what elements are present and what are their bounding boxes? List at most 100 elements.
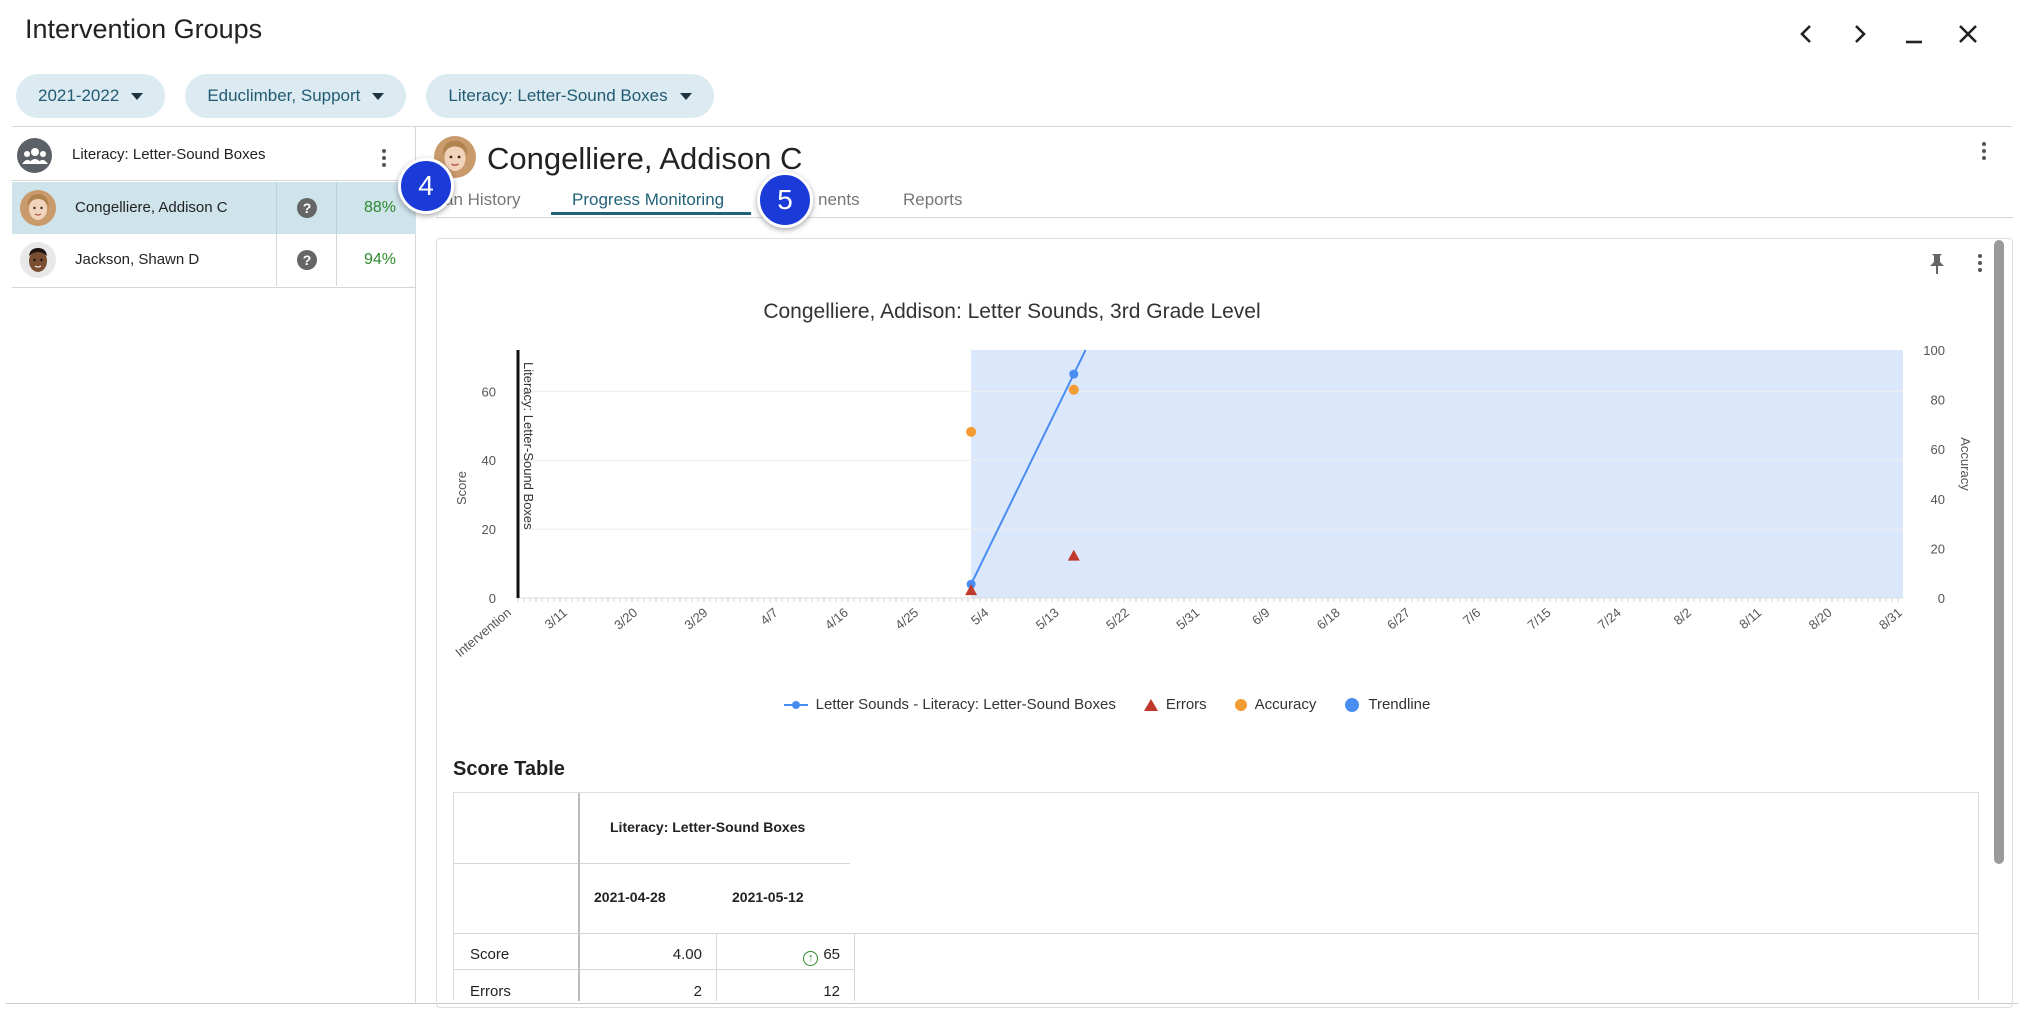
table-cell: ↑ 65 bbox=[718, 946, 840, 966]
student-row[interactable]: Congelliere, Addison C ? 88% bbox=[12, 182, 416, 234]
tab-progress-monitoring[interactable]: Progress Monitoring bbox=[572, 190, 725, 209]
y2-tick-label: 60 bbox=[1931, 442, 1945, 457]
student-percent: 88% bbox=[363, 199, 396, 216]
bottom-divider bbox=[6, 1003, 2018, 1004]
minimize-icon[interactable] bbox=[1898, 18, 1930, 50]
legend-item[interactable]: Trendline bbox=[1344, 696, 1430, 713]
x-tick-label: Intervention bbox=[452, 605, 514, 660]
table-cell: 12 bbox=[823, 983, 840, 1000]
score-table: Literacy: Letter-Sound Boxes 2021-04-28 … bbox=[453, 792, 1979, 1001]
chart-title: Congelliere, Addison: Letter Sounds, 3rd… bbox=[763, 300, 1261, 323]
x-tick-label: 7/6 bbox=[1460, 605, 1483, 628]
arrow-up-icon: ↑ bbox=[803, 951, 819, 966]
divider bbox=[578, 793, 580, 1001]
intervention-type-filter[interactable]: Educlimber, Support bbox=[185, 74, 407, 118]
divider bbox=[454, 863, 578, 864]
x-tick-label: 4/16 bbox=[822, 605, 851, 633]
table-cell: 4.00 bbox=[672, 946, 702, 963]
school-year-filter[interactable]: 2021-2022 bbox=[16, 74, 166, 118]
group-menu-icon[interactable] bbox=[380, 149, 388, 167]
chevron-right-icon[interactable] bbox=[1844, 18, 1876, 50]
tab-plan-history[interactable]: an History bbox=[444, 190, 521, 209]
tab-assessments[interactable]: nents bbox=[818, 190, 860, 209]
group-filter-label: Literacy: Letter-Sound Boxes bbox=[448, 86, 668, 105]
active-tab-indicator bbox=[551, 212, 751, 215]
legend-item[interactable]: Errors bbox=[1143, 696, 1207, 713]
chevron-left-icon[interactable] bbox=[1790, 18, 1822, 50]
student-percent: 94% bbox=[363, 251, 396, 268]
accuracy-point bbox=[1068, 384, 1079, 395]
student-avatar bbox=[20, 242, 56, 278]
score-table-title: Score Table bbox=[453, 758, 565, 780]
intervention-line-label: Literacy: Letter-Sound Boxes bbox=[521, 362, 536, 530]
y-tick-label: 40 bbox=[482, 453, 496, 468]
chart-menu-icon[interactable] bbox=[1976, 254, 1984, 272]
error-point bbox=[1067, 549, 1080, 561]
y-tick-label: 20 bbox=[482, 522, 496, 537]
x-tick-label: 5/4 bbox=[968, 605, 991, 628]
dot-marker-icon bbox=[1345, 697, 1360, 712]
divider bbox=[454, 969, 854, 970]
y2-tick-label: 20 bbox=[1931, 541, 1945, 556]
student-avatar bbox=[20, 190, 56, 226]
triangle-marker-icon bbox=[1143, 698, 1158, 711]
help-icon[interactable]: ? bbox=[297, 250, 317, 270]
accuracy-point bbox=[966, 426, 977, 437]
y2-tick-label: 100 bbox=[1923, 343, 1945, 358]
pin-icon[interactable] bbox=[1926, 252, 1948, 276]
caret-down-icon bbox=[679, 92, 692, 100]
y2-axis-label: Accuracy bbox=[1958, 437, 1973, 491]
table-row-label: Errors bbox=[470, 983, 511, 1000]
close-icon[interactable] bbox=[1952, 18, 1984, 50]
x-tick-label: 8/2 bbox=[1671, 605, 1694, 628]
table-cell: 2 bbox=[693, 983, 702, 1000]
student-name: Jackson, Shawn D bbox=[75, 251, 200, 268]
scrollbar[interactable] bbox=[1994, 240, 2004, 864]
group-header[interactable]: Literacy: Letter-Sound Boxes bbox=[12, 128, 416, 180]
table-group-header: Literacy: Letter-Sound Boxes bbox=[610, 819, 806, 835]
table-date-header: 2021-04-28 bbox=[594, 889, 666, 905]
x-tick-label: 6/27 bbox=[1384, 605, 1413, 633]
table-cell-value: 65 bbox=[823, 946, 840, 963]
x-tick-label: 5/31 bbox=[1173, 605, 1202, 633]
x-tick-label: 6/9 bbox=[1249, 605, 1272, 628]
tab-reports[interactable]: Reports bbox=[903, 190, 963, 209]
x-tick-label: 8/20 bbox=[1806, 605, 1835, 633]
student-menu-icon[interactable] bbox=[1980, 142, 1988, 160]
x-tick-label: 6/18 bbox=[1314, 605, 1343, 633]
legend-label: Errors bbox=[1165, 696, 1207, 713]
table-row-label: Score bbox=[470, 946, 510, 963]
y2-tick-label: 0 bbox=[1938, 591, 1945, 606]
intervention-type-label: Educlimber, Support bbox=[207, 86, 361, 105]
student-row[interactable]: Jackson, Shawn D ? 94% bbox=[12, 234, 416, 286]
y-axis-label: Score bbox=[454, 471, 469, 505]
line-marker-icon bbox=[783, 700, 808, 709]
divider bbox=[854, 933, 855, 1001]
x-tick-label: 5/13 bbox=[1033, 605, 1062, 633]
window-header: Intervention Groups bbox=[0, 0, 2024, 64]
divider bbox=[12, 126, 2012, 127]
student-name: Congelliere, Addison C bbox=[75, 199, 228, 216]
student-title: Congelliere, Addison C bbox=[487, 141, 803, 176]
x-tick-label: 3/29 bbox=[681, 605, 710, 633]
group-icon bbox=[17, 138, 52, 173]
y2-tick-label: 40 bbox=[1931, 492, 1945, 507]
progress-card bbox=[436, 238, 2013, 1008]
filter-bar: 2021-2022 Educlimber, Support Literacy: … bbox=[16, 74, 714, 118]
help-icon[interactable]: ? bbox=[297, 198, 317, 218]
x-tick-label: 3/20 bbox=[611, 605, 640, 633]
group-filter[interactable]: Literacy: Letter-Sound Boxes bbox=[426, 74, 714, 118]
caret-down-icon bbox=[131, 92, 144, 100]
student-sidebar: Literacy: Letter-Sound Boxes Congelliere… bbox=[12, 128, 416, 1004]
legend-label: Accuracy bbox=[1254, 696, 1317, 713]
intervention-shaded-region bbox=[971, 350, 1903, 598]
legend-item[interactable]: Letter Sounds - Literacy: Letter-Sound B… bbox=[783, 696, 1116, 713]
legend-label: Letter Sounds - Literacy: Letter-Sound B… bbox=[815, 696, 1116, 713]
divider bbox=[336, 182, 337, 234]
table-date-header: 2021-05-12 bbox=[732, 889, 804, 905]
divider bbox=[12, 287, 416, 288]
legend-item[interactable]: Accuracy bbox=[1234, 696, 1317, 713]
divider bbox=[12, 180, 416, 181]
divider bbox=[716, 933, 717, 1001]
window-controls bbox=[1790, 18, 1984, 50]
